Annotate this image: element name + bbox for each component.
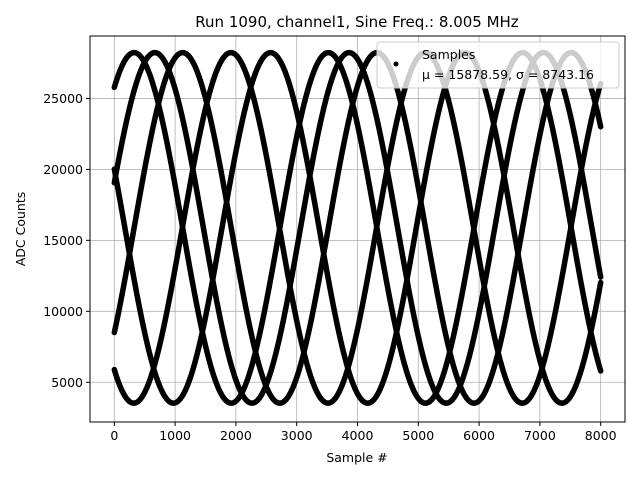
legend-marker <box>393 61 399 67</box>
x-tick-label: 0 <box>110 428 118 443</box>
legend-stats: μ = 15878.59, σ = 8743.16 <box>422 67 594 82</box>
legend: Samples μ = 15878.59, σ = 8743.16 <box>376 41 620 89</box>
x-tick-label: 5000 <box>402 428 434 443</box>
x-tick-label: 6000 <box>463 428 495 443</box>
sample-trace <box>111 49 604 406</box>
sample-trace <box>111 49 604 406</box>
x-tick-label: 8000 <box>585 428 617 443</box>
x-tick-label: 4000 <box>342 428 374 443</box>
legend-series-name: Samples <box>422 47 475 62</box>
legend-box <box>376 41 620 89</box>
x-axis-label: Sample # <box>326 450 387 465</box>
x-tick-label: 2000 <box>220 428 252 443</box>
y-tick-label: 10000 <box>43 304 83 319</box>
axis-ticks: 0 1000 2000 3000 4000 5000 6000 7000 8000 5000 100… <box>43 91 616 443</box>
y-tick-label: 20000 <box>43 162 83 177</box>
x-tick-label: 1000 <box>159 428 191 443</box>
x-tick-label: 7000 <box>524 428 556 443</box>
y-tick-label: 5000 <box>51 375 83 390</box>
y-tick-label: 25000 <box>43 91 83 106</box>
sample-trace <box>111 49 604 406</box>
y-tick-label: 15000 <box>43 233 83 248</box>
sample-trace <box>111 49 604 406</box>
chart-title: Run 1090, channel1, Sine Freq.: 8.005 MH… <box>195 13 519 31</box>
y-axis-label: ADC Counts <box>13 192 28 267</box>
x-tick-label: 3000 <box>281 428 313 443</box>
